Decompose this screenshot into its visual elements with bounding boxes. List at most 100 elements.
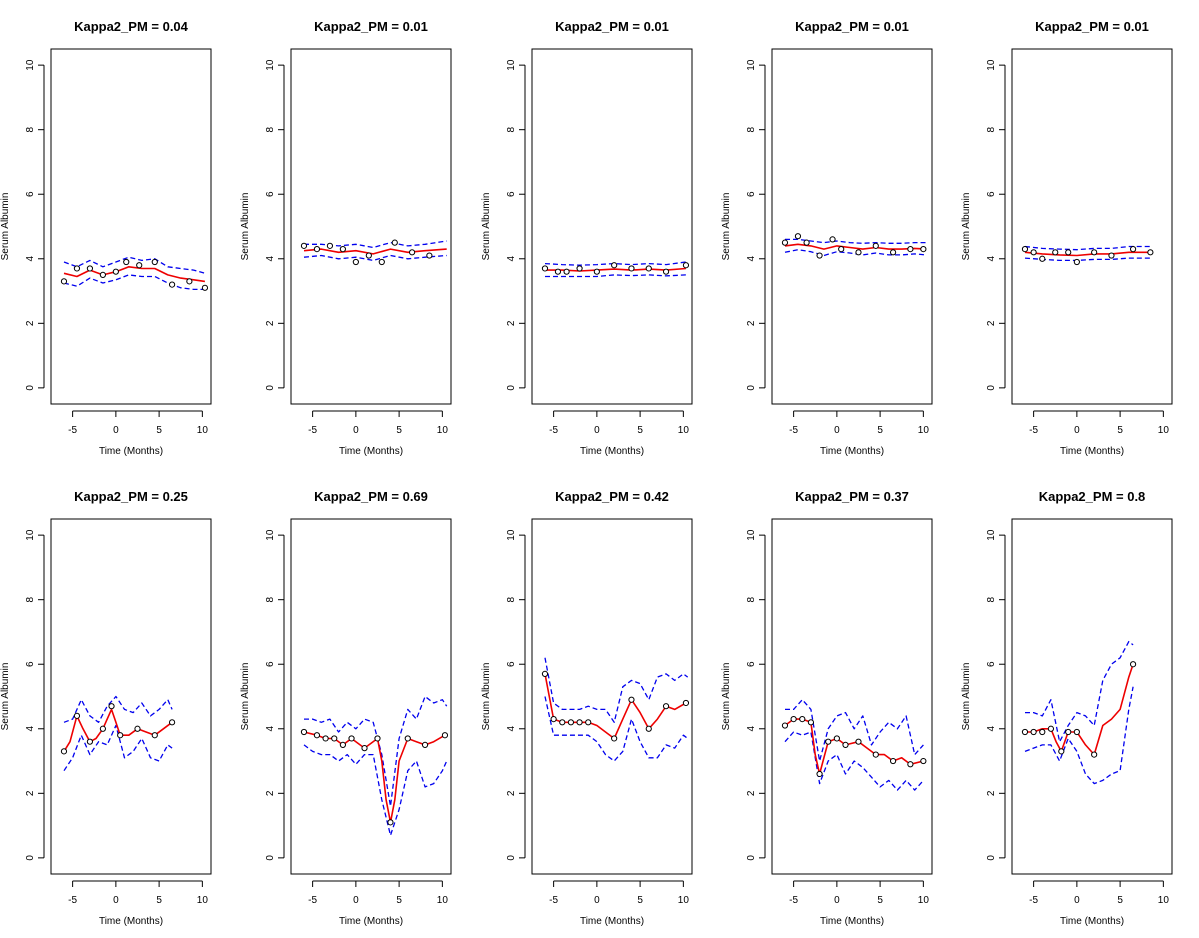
- panel-title: Kappa2_PM = 0.37: [795, 489, 909, 504]
- data-point: [441, 732, 449, 739]
- fitted-line: [63, 708, 173, 752]
- y-tick-label: 8: [25, 596, 36, 602]
- data-point: [108, 703, 115, 710]
- data-point: [682, 699, 690, 707]
- data-point: [833, 735, 840, 742]
- x-tick-label: 10: [437, 425, 449, 436]
- title-value: 0.01: [884, 19, 909, 34]
- y-tick-label: 2: [265, 790, 276, 796]
- data-point: [559, 719, 566, 726]
- y-axis-label: Serum Albumin: [240, 193, 251, 261]
- x-tick-label: 0: [594, 425, 600, 436]
- plot-frame: [771, 48, 933, 405]
- data-point: [554, 268, 562, 275]
- data-point: [136, 262, 143, 269]
- lower-band-line: [303, 744, 448, 836]
- data-point: [1021, 728, 1029, 736]
- data-point: [352, 258, 359, 266]
- fitted-line: [63, 265, 206, 283]
- title-value: 0.42: [644, 489, 669, 504]
- data-point: [374, 735, 381, 742]
- x-tick-label: 0: [594, 895, 600, 906]
- lower-band-line: [784, 731, 924, 791]
- x-axis-label: Time (Months): [339, 446, 403, 457]
- data-point: [803, 239, 810, 246]
- data-point: [1030, 249, 1037, 256]
- y-tick-label: 6: [25, 661, 36, 667]
- title-value: 0.25: [163, 489, 188, 504]
- plot-frame: [771, 518, 933, 875]
- y-tick-label: 4: [986, 726, 997, 732]
- data-point: [611, 735, 618, 742]
- y-tick-label: 4: [746, 256, 757, 262]
- x-tick-label: 5: [877, 425, 883, 436]
- data-point: [168, 281, 176, 288]
- title-prefix: Kappa2_PM =: [1039, 489, 1128, 504]
- data-point: [201, 284, 209, 291]
- fitted-line: [1025, 663, 1134, 756]
- data-point: [1039, 255, 1046, 262]
- upper-band-line: [785, 699, 924, 762]
- panel-8: Kappa2_PM = 0.42 -5 0 5 10 Time (Months) 0 2 4 6 8…: [481, 489, 693, 927]
- data-point: [825, 738, 832, 745]
- panel-title: Kappa2_PM = 0.8: [1039, 489, 1146, 504]
- lower-band-line: [1024, 686, 1134, 785]
- y-tick-label: 6: [746, 661, 757, 667]
- y-tick-label: 4: [506, 256, 517, 262]
- y-tick-label: 8: [506, 126, 517, 132]
- y-axis-label: Serum Albumin: [721, 663, 732, 731]
- plot-frame: [531, 518, 693, 875]
- x-axis-label: Time (Months): [580, 446, 644, 457]
- x-tick-label: 0: [353, 895, 359, 906]
- data-point: [790, 715, 797, 723]
- data-point: [628, 265, 635, 272]
- data-point: [1047, 725, 1055, 732]
- y-tick-label: 4: [25, 256, 36, 262]
- y-tick-label: 10: [746, 529, 757, 541]
- plot-frame: [1011, 518, 1173, 875]
- data-point: [889, 249, 897, 256]
- y-tick-label: 4: [265, 256, 276, 262]
- x-tick-label: 0: [113, 895, 119, 906]
- plot-frame: [290, 518, 452, 875]
- data-point: [645, 265, 652, 272]
- x-tick-label: -5: [549, 895, 558, 906]
- panel-2: Kappa2_PM = 0.01 -5 0 5 10 Time (Months) 0 2 4 6 8…: [240, 19, 452, 457]
- data-point: [550, 715, 557, 723]
- panel-title: Kappa2_PM = 0.42: [555, 489, 669, 504]
- y-tick-label: 6: [506, 191, 517, 197]
- y-tick-label: 0: [986, 855, 997, 861]
- data-point: [123, 258, 130, 266]
- data-point: [1091, 751, 1098, 758]
- data-point: [60, 748, 68, 755]
- y-axis-label: Serum Albumin: [481, 663, 492, 731]
- x-tick-label: -5: [68, 895, 77, 906]
- data-point: [387, 819, 394, 826]
- upper-band-line: [63, 695, 173, 723]
- y-tick-label: 2: [986, 790, 997, 796]
- data-point: [331, 735, 338, 742]
- x-tick-label: -5: [308, 425, 317, 436]
- title-value: 0.01: [403, 19, 428, 34]
- x-tick-label: -5: [1029, 895, 1038, 906]
- data-point: [73, 265, 81, 272]
- data-point: [799, 715, 806, 723]
- data-point: [816, 770, 823, 778]
- data-point: [567, 719, 575, 726]
- x-tick-label: -5: [789, 425, 798, 436]
- x-tick-label: 0: [834, 895, 840, 906]
- y-tick-label: 0: [25, 385, 36, 391]
- x-tick-label: 0: [1074, 895, 1080, 906]
- y-tick-label: 10: [506, 529, 517, 541]
- y-tick-label: 2: [25, 320, 36, 326]
- x-tick-label: -5: [789, 895, 798, 906]
- y-tick-label: 0: [986, 385, 997, 391]
- data-point: [1091, 249, 1098, 256]
- data-point: [645, 725, 652, 732]
- x-tick-label: -5: [68, 425, 77, 436]
- y-tick-label: 2: [746, 320, 757, 326]
- data-point: [662, 268, 670, 275]
- y-tick-label: 8: [986, 596, 997, 602]
- x-tick-label: 0: [113, 425, 119, 436]
